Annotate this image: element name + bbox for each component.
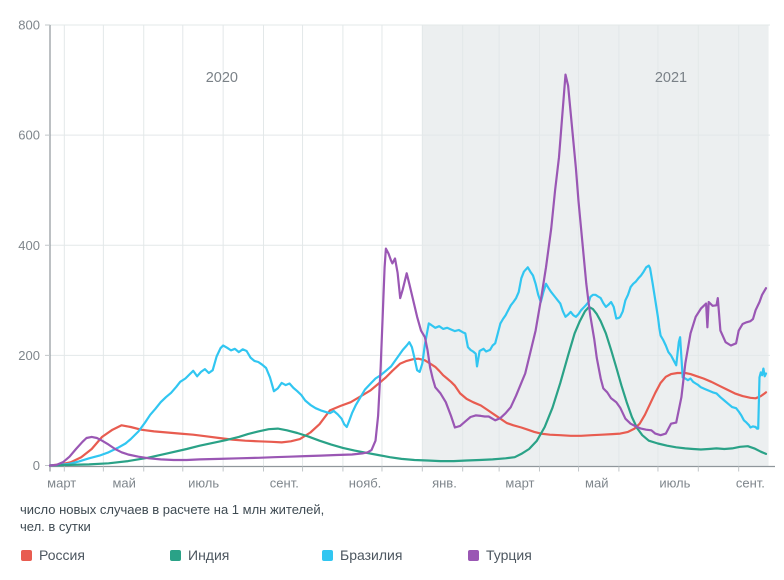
caption-line-2: чел. в сутки — [20, 519, 91, 534]
x-tick-label: нояб. — [349, 476, 382, 491]
covid-line-chart: 0 200 400 600 800 март май июль сент. нояб. янв. ма… — [18, 18, 775, 491]
series-line-india — [48, 305, 768, 467]
chart-legend: Россия Индия Бразилия Турция — [0, 546, 784, 566]
year-label-2020: 2020 — [206, 70, 238, 86]
legend-swatch-russia — [21, 549, 32, 561]
x-tick-label: янв. — [432, 476, 457, 491]
series-line-turkey — [48, 73, 768, 467]
caption-line-1: число новых случаев в расчете на 1 млн ж… — [20, 502, 325, 517]
y-tick-label: 0 — [33, 458, 40, 473]
y-tick-label: 600 — [18, 128, 40, 143]
x-tick-label: март — [505, 476, 534, 491]
x-tick-label: март — [47, 476, 76, 491]
legend-item-turkey: Турция — [468, 546, 532, 564]
legend-label-brazil: Бразилия — [340, 547, 403, 563]
x-tick-label: июль — [188, 476, 219, 491]
y-tick-label: 800 — [18, 18, 40, 33]
legend-label-turkey: Турция — [486, 547, 532, 563]
series-line-brazil — [48, 264, 768, 467]
legend-item-russia: Россия — [21, 546, 85, 564]
year-label-2021: 2021 — [655, 70, 687, 86]
y-tick-label: 200 — [18, 348, 40, 363]
x-tick-label: июль — [659, 476, 690, 491]
legend-swatch-india — [170, 549, 181, 561]
y-tick-label: 400 — [18, 238, 40, 253]
series-line-russia — [48, 357, 768, 467]
legend-item-india: Индия — [170, 546, 229, 564]
x-tick-label: сент. — [270, 476, 299, 491]
legend-swatch-brazil — [322, 549, 333, 561]
x-tick-label: май — [585, 476, 608, 491]
legend-swatch-turkey — [468, 549, 479, 561]
chart-caption: число новых случаев в расчете на 1 млн ж… — [20, 501, 324, 535]
legend-item-brazil: Бразилия — [322, 546, 402, 564]
x-tick-label: сент. — [736, 476, 765, 491]
x-tick-label: май — [112, 476, 135, 491]
legend-label-russia: Россия — [39, 547, 85, 563]
legend-label-india: Индия — [188, 547, 230, 563]
